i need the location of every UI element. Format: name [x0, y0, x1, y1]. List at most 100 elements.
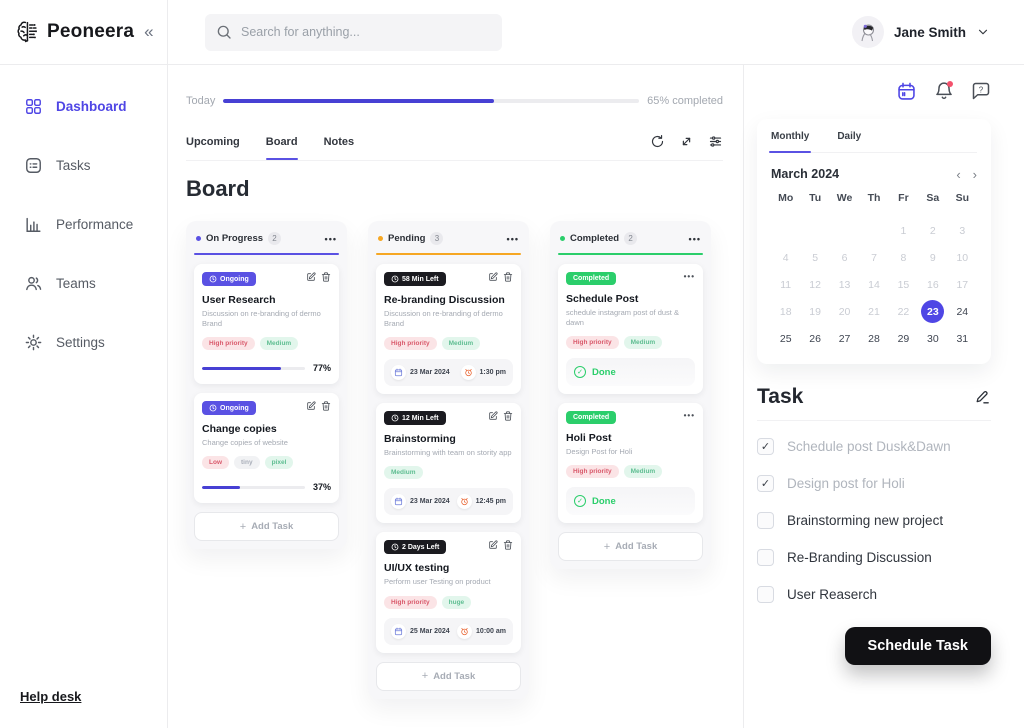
calendar-day[interactable]: 12 — [809, 278, 821, 291]
trash-icon[interactable] — [503, 272, 513, 282]
expand-icon[interactable] — [679, 134, 694, 149]
column-name: Pending — [388, 233, 426, 244]
kanban-board: On Progress 2 ••• Ongoing — [186, 221, 723, 699]
calendar-day[interactable]: 1 — [900, 224, 907, 237]
calendar-day[interactable]: 14 — [868, 278, 880, 291]
help-desk-link[interactable]: Help desk — [20, 689, 82, 704]
task-checkbox[interactable] — [757, 549, 774, 566]
trash-icon[interactable] — [503, 540, 513, 550]
calendar-day[interactable]: 15 — [897, 278, 910, 291]
next-month-icon[interactable]: › — [972, 166, 977, 182]
card-description: schedule instagram post of dust & dawn — [566, 308, 679, 328]
calendar-day[interactable]: 31 — [956, 332, 969, 345]
clock-icon — [209, 404, 217, 412]
calendar-day[interactable]: 4 — [782, 251, 789, 264]
calendar-day[interactable]: 27 — [838, 332, 851, 345]
calendar-day[interactable]: 30 — [927, 332, 939, 345]
card-menu-icon[interactable]: ••• — [683, 272, 695, 281]
search-input[interactable] — [241, 25, 492, 39]
calendar-day[interactable]: 26 — [809, 332, 821, 345]
column-menu-icon[interactable]: ••• — [506, 233, 519, 244]
task-checkbox[interactable]: ✓ — [757, 438, 774, 455]
task-card-brainstorming[interactable]: 12 Min Left Brainstorming Brainstorming … — [376, 403, 521, 524]
tab-upcoming[interactable]: Upcoming — [186, 135, 240, 148]
sidebar-item-settings[interactable]: Settings — [0, 327, 167, 358]
calendar-day[interactable]: 5 — [812, 251, 819, 264]
history-refresh-icon[interactable] — [650, 134, 665, 149]
sidebar-item-performance[interactable]: Performance — [0, 209, 167, 240]
edit-icon[interactable] — [488, 272, 498, 282]
task-card-user-research[interactable]: Ongoing User Research Discussion on re-b… — [194, 264, 339, 385]
tab-notes[interactable]: Notes — [323, 135, 355, 148]
calendar-day[interactable]: 2 — [929, 224, 936, 237]
calendar-day[interactable]: 21 — [868, 305, 880, 318]
calendar-day[interactable]: 3 — [959, 224, 966, 237]
calendar-day[interactable]: 19 — [809, 305, 821, 318]
gear-icon — [24, 333, 43, 352]
calendar-day[interactable]: 16 — [927, 278, 939, 291]
sidebar-collapse-icon[interactable]: « — [144, 22, 154, 41]
task-card-schedule-post[interactable]: Completed ••• Schedule Post schedule ins… — [558, 264, 703, 395]
column-menu-icon[interactable]: ••• — [324, 233, 337, 244]
add-task-button[interactable]: + Add Task — [558, 532, 703, 562]
task-section-header: Task — [757, 385, 991, 421]
schedule-task-button[interactable]: Schedule Task — [844, 627, 991, 665]
edit-icon[interactable] — [306, 272, 316, 282]
task-checkbox[interactable] — [757, 586, 774, 603]
card-title: UI/UX testing — [384, 562, 450, 575]
weekday-label: Mo — [778, 192, 794, 204]
card-menu-icon[interactable]: ••• — [683, 411, 695, 421]
calendar-day[interactable]: 28 — [868, 332, 880, 345]
task-checkbox[interactable] — [757, 512, 774, 529]
sidebar-item-dashboard[interactable]: Dashboard — [0, 91, 167, 122]
calendar-day[interactable]: 25 — [779, 332, 792, 345]
task-checkbox[interactable]: ✓ — [757, 475, 774, 492]
calendar-day[interactable]: 13 — [838, 278, 851, 291]
calendar-day[interactable]: 9 — [929, 251, 936, 264]
trash-icon[interactable] — [321, 272, 331, 282]
sidebar-item-label: Settings — [56, 335, 105, 350]
column-menu-icon[interactable]: ••• — [688, 233, 701, 244]
add-task-button[interactable]: + Add Task — [376, 661, 521, 691]
calendar-day[interactable]: 8 — [900, 251, 907, 264]
calendar-days: 1 2 3 4 5 6 7 8 9 10 11 12 13 14 15 16 17 18 19 20 21 22 23 24 2… — [771, 219, 977, 350]
column-name: On Progress — [206, 233, 264, 244]
calendar-day[interactable]: 6 — [841, 251, 848, 264]
task-label: Schedule post Dusk&Dawn — [787, 439, 951, 454]
calendar-day[interactable]: 11 — [780, 278, 792, 291]
sidebar-item-tasks[interactable]: Tasks — [0, 150, 167, 181]
calendar-day[interactable]: 22 — [897, 305, 910, 318]
calendar-day[interactable]: 7 — [871, 251, 877, 264]
weekday-label: We — [836, 192, 853, 204]
help-chat-icon[interactable]: ? — [971, 81, 991, 102]
add-task-button[interactable]: + Add Task — [194, 512, 339, 542]
task-card-uiux-testing[interactable]: 2 Days Left UI/UX testing Perform user T… — [376, 532, 521, 653]
sidebar-item-teams[interactable]: Teams — [0, 268, 167, 299]
chevron-down-icon[interactable] — [976, 25, 990, 39]
calendar-day-selected[interactable]: 23 — [921, 300, 945, 323]
user-menu[interactable]: Jane Smith — [851, 16, 990, 48]
prev-month-icon[interactable]: ‹ — [956, 166, 961, 182]
tab-board[interactable]: Board — [265, 135, 298, 160]
pencil-edit-icon[interactable] — [974, 389, 991, 406]
task-card-rebranding[interactable]: 58 Min Left Re-branding Discussion Discu… — [376, 264, 521, 395]
tab-monthly[interactable]: Monthly — [768, 131, 812, 153]
calendar-day[interactable]: 10 — [956, 251, 969, 264]
trash-icon[interactable] — [503, 411, 513, 421]
calendar-icon[interactable] — [896, 81, 917, 102]
calendar-day[interactable]: 18 — [779, 305, 792, 318]
tab-daily[interactable]: Daily — [837, 131, 862, 142]
task-card-change-copies[interactable]: Ongoing Change copies Change copies of w… — [194, 393, 339, 504]
trash-icon[interactable] — [321, 401, 331, 411]
bell-icon[interactable] — [934, 81, 954, 102]
search-bar[interactable] — [205, 13, 502, 51]
task-card-holi-post[interactable]: Completed ••• Holi Post Design Post for … — [558, 403, 703, 524]
edit-icon[interactable] — [306, 401, 316, 411]
calendar-day[interactable]: 29 — [897, 332, 910, 345]
calendar-day[interactable]: 17 — [956, 278, 969, 291]
filter-sliders-icon[interactable] — [708, 134, 723, 149]
edit-icon[interactable] — [488, 540, 498, 550]
calendar-day[interactable]: 24 — [956, 305, 969, 318]
edit-icon[interactable] — [488, 411, 498, 421]
calendar-day[interactable]: 20 — [838, 305, 851, 318]
